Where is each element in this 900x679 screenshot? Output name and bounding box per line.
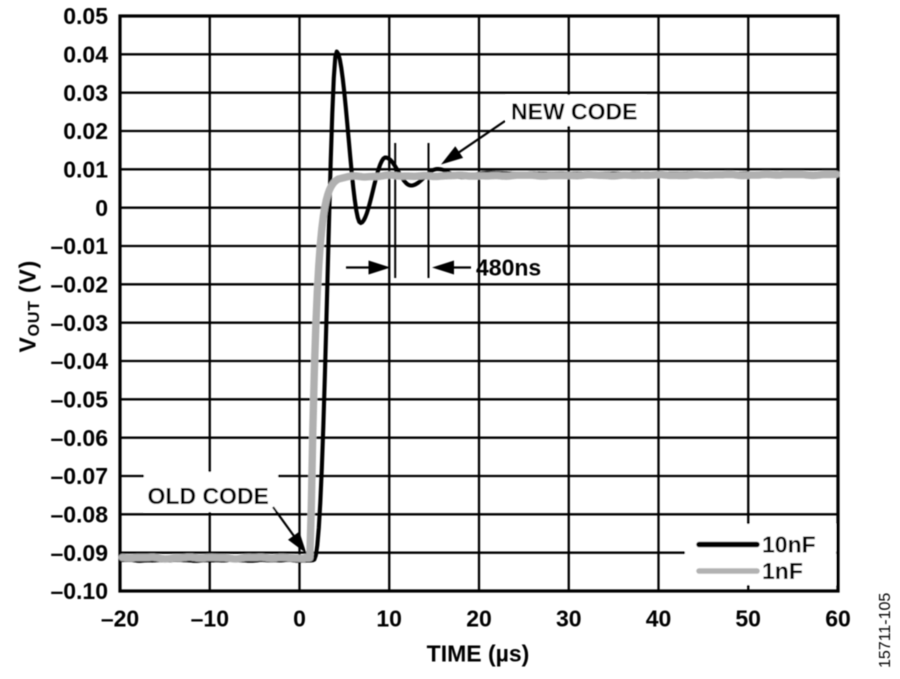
svg-text:–0.01: –0.01 [50, 233, 108, 259]
svg-text:0: 0 [95, 195, 108, 221]
svg-text:–10: –10 [191, 606, 229, 632]
svg-text:10: 10 [376, 606, 402, 632]
svg-text:50: 50 [735, 606, 761, 632]
svg-text:30: 30 [556, 606, 582, 632]
svg-text:0: 0 [293, 606, 306, 632]
svg-text:–0.06: –0.06 [50, 425, 108, 451]
svg-text:–0.08: –0.08 [50, 502, 108, 528]
svg-text:–0.03: –0.03 [50, 310, 108, 336]
svg-text:0.02: 0.02 [63, 118, 108, 144]
svg-text:–0.07: –0.07 [50, 463, 108, 489]
svg-text:–0.09: –0.09 [50, 540, 108, 566]
svg-text:0.05: 0.05 [63, 3, 108, 29]
svg-text:60: 60 [825, 606, 851, 632]
svg-text:–0.05: –0.05 [50, 387, 108, 413]
svg-text:TIME (µs): TIME (µs) [427, 641, 530, 667]
svg-text:10nF: 10nF [762, 532, 816, 558]
svg-text:–0.04: –0.04 [50, 348, 108, 374]
svg-text:–0.02: –0.02 [50, 272, 108, 298]
svg-text:20: 20 [466, 606, 492, 632]
svg-text:–20: –20 [101, 606, 139, 632]
svg-text:40: 40 [646, 606, 672, 632]
svg-text:15711-105: 15711-105 [877, 593, 894, 668]
svg-text:–0.10: –0.10 [50, 578, 108, 604]
svg-text:NEW CODE: NEW CODE [511, 99, 638, 125]
svg-text:0.01: 0.01 [63, 157, 108, 183]
svg-text:OLD CODE: OLD CODE [148, 483, 269, 509]
svg-text:0.03: 0.03 [63, 80, 108, 106]
svg-text:0.04: 0.04 [63, 42, 108, 68]
svg-text:480ns: 480ns [476, 255, 541, 281]
svg-text:1nF: 1nF [762, 558, 803, 584]
